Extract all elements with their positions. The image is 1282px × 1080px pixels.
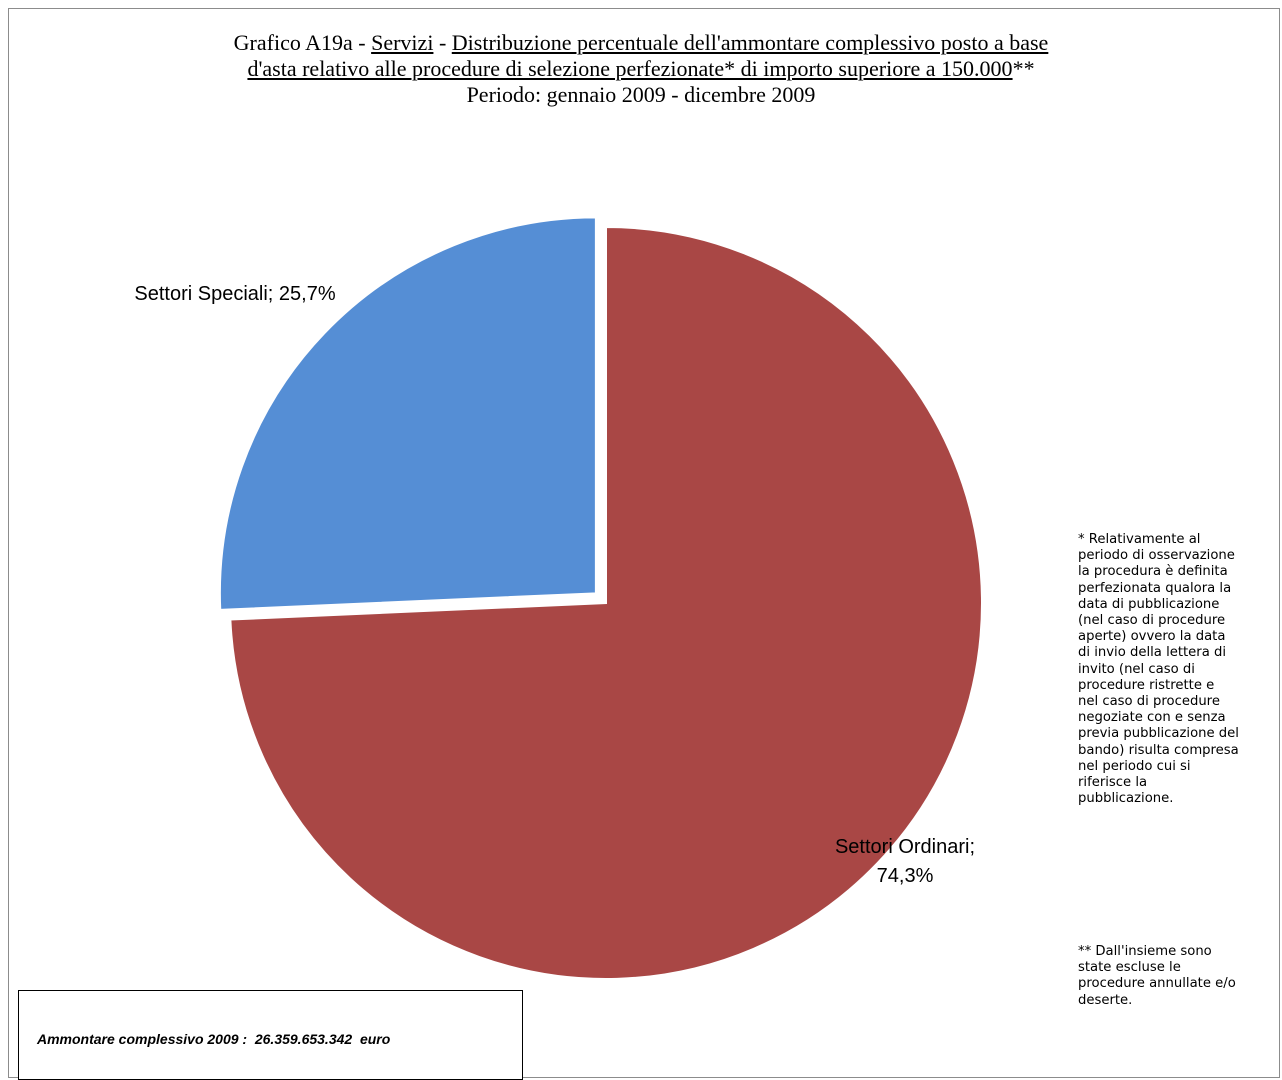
pie-slices	[218, 216, 983, 980]
title-separator: -	[433, 30, 452, 55]
chart-title-line3: Periodo: gennaio 2009 - dicembre 2009	[466, 82, 816, 107]
total-amount-box: Ammontare complessivo 2009 : 26.359.653.…	[18, 990, 523, 1080]
title-line2-suffix: **	[1012, 56, 1035, 81]
chart-title-line1: Grafico A19a - Servizi - Distribuzione p…	[0, 30, 1282, 56]
footnote-escluse: ** Dall'insieme sono state escluse le pr…	[1078, 944, 1236, 1008]
title-prefix: Grafico A19a -	[233, 30, 372, 55]
total-amount-text: Ammontare complessivo 2009 : 26.359.653.…	[37, 1031, 391, 1047]
chart-title-line2: d'asta relativo alle procedure di selezi…	[0, 56, 1282, 82]
title-category: Servizi	[371, 30, 434, 55]
title-line2-text: d'asta relativo alle procedure di selezi…	[247, 56, 1013, 81]
slice-label-settori-ordinari-value: 74,3%	[877, 865, 934, 887]
footnote-perfezionata: * Relativamente al periodo di osservazio…	[1078, 532, 1239, 807]
slice-label-settori-speciali: Settori Speciali; 25,7%	[134, 283, 335, 305]
chart-title: Grafico A19a - Servizi - Distribuzione p…	[0, 30, 1282, 108]
slice-label-settori-ordinari-name: Settori Ordinari;	[835, 836, 975, 858]
title-line1-text: Distribuzione percentuale dell'ammontare…	[451, 30, 1049, 55]
pie-slice-settori-speciali	[218, 216, 597, 611]
pie-slice-settori-ordinari	[229, 225, 983, 980]
